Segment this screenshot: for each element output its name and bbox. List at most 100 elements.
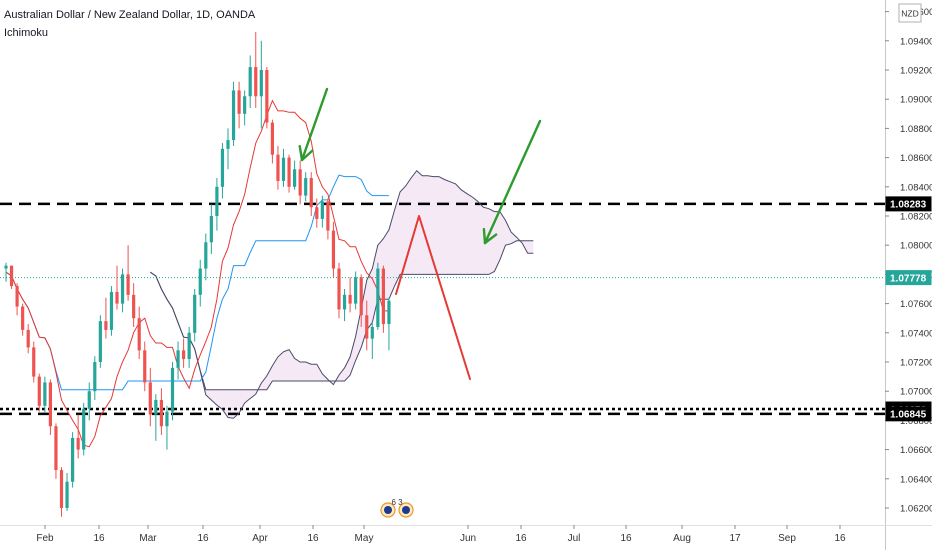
tenkan-sen — [5, 99, 389, 448]
red-projection-path — [395, 215, 471, 380]
candle — [365, 315, 369, 339]
green-arrow-head — [482, 227, 487, 245]
y-tick-label: 1.09400 — [900, 36, 932, 47]
candle — [148, 382, 152, 415]
candle — [170, 367, 175, 412]
candle — [32, 347, 36, 377]
horizontal-levels[interactable] — [0, 202, 885, 416]
candle — [281, 157, 286, 181]
candle — [276, 154, 280, 181]
candle — [304, 178, 308, 196]
green-arrow-head — [483, 233, 498, 245]
candle — [159, 399, 163, 427]
senkou-span-b — [150, 240, 534, 391]
candle — [237, 90, 241, 114]
y-tick-label: 1.08600 — [900, 153, 932, 164]
x-tick-label: 16 — [307, 533, 319, 544]
candle — [248, 67, 252, 97]
candle — [59, 470, 64, 508]
candle — [298, 169, 302, 196]
ichimoku-cloud — [150, 170, 534, 419]
candle — [21, 306, 25, 330]
candle — [354, 277, 358, 304]
candle — [370, 326, 374, 339]
candle — [315, 207, 319, 219]
candle — [115, 291, 119, 304]
indicator-label[interactable]: Ichimoku — [4, 27, 49, 39]
candle — [198, 268, 202, 295]
y-tick-label: 1.08400 — [900, 182, 932, 193]
candle — [165, 411, 169, 427]
candle — [104, 321, 108, 330]
event-markers[interactable]: 6 3 — [380, 498, 414, 518]
price-badge-label: 1.06845 — [890, 410, 927, 421]
time-axis[interactable]: Feb 16 Mar 16 Apr 16 May Jun 16 Jul 16 Aug 17 Sep 16 — [0, 525, 932, 544]
y-tick-label: 1.07400 — [900, 328, 932, 339]
candle — [137, 318, 141, 351]
green-arrow-head — [298, 144, 304, 162]
candle — [331, 230, 336, 269]
x-tick-label: 16 — [834, 533, 846, 544]
y-tick-label: 1.08800 — [900, 124, 932, 135]
candle — [348, 294, 352, 304]
candle — [120, 274, 125, 304]
y-tick-label: 1.08000 — [900, 241, 932, 252]
candle — [254, 67, 258, 97]
candle — [359, 277, 363, 316]
candle — [231, 90, 236, 141]
x-tick-label: 16 — [197, 533, 209, 544]
candle — [376, 268, 380, 327]
y-tick-label: 1.06800 — [900, 416, 932, 427]
candle — [48, 382, 52, 427]
x-tick-label: Aug — [673, 533, 691, 544]
senkou-span-a — [150, 169, 534, 419]
price-badge-label: 1.08283 — [890, 200, 927, 211]
candle — [209, 216, 213, 243]
candle — [176, 350, 180, 368]
y-tick-label: 1.09000 — [900, 95, 932, 106]
price-badge — [885, 270, 932, 286]
candle — [54, 426, 58, 471]
candle — [309, 178, 313, 208]
candle — [76, 437, 80, 450]
x-tick-label: 16 — [620, 533, 632, 544]
price-axis[interactable]: 1.06200 1.06400 1.06600 1.06800 1.07000 1.072… — [885, 0, 932, 550]
candle — [226, 140, 230, 149]
candle — [326, 201, 330, 231]
x-tick-label: 17 — [729, 533, 741, 544]
symbol-title[interactable]: Australian Dollar / New Zealand Dollar, … — [4, 9, 256, 21]
candle — [98, 321, 102, 362]
green-arrow — [483, 119, 542, 245]
price-badge — [885, 406, 932, 422]
candle — [65, 481, 69, 508]
x-tick-label: Jul — [568, 533, 581, 544]
candle — [154, 399, 158, 415]
x-tick-label: May — [355, 533, 374, 544]
x-tick-label: Apr — [252, 533, 268, 544]
candle — [132, 294, 136, 319]
candle — [342, 294, 347, 310]
kijun-sen — [5, 174, 389, 391]
price-badge-label: 1.07778 — [890, 273, 927, 284]
y-tick-label: 1.06600 — [900, 445, 932, 456]
candle — [43, 382, 47, 406]
y-tick-label: 1.07200 — [900, 358, 932, 369]
flag-au-icon — [384, 506, 392, 514]
candle — [204, 242, 208, 269]
candle — [243, 96, 247, 114]
y-tick-label: 1.07000 — [900, 387, 932, 398]
candle — [37, 376, 41, 406]
x-tick-label: Sep — [778, 533, 796, 544]
y-tick-label: 1.09200 — [900, 66, 932, 77]
drawings — [298, 87, 542, 380]
candle — [93, 362, 97, 392]
x-tick-label: 16 — [93, 533, 105, 544]
cloud-fill — [150, 170, 534, 419]
y-tick-label: 1.06400 — [900, 474, 932, 485]
candles — [4, 32, 391, 517]
y-tick-label: 1.06200 — [900, 504, 932, 515]
candle — [320, 201, 324, 219]
x-tick-label: Mar — [139, 533, 157, 544]
